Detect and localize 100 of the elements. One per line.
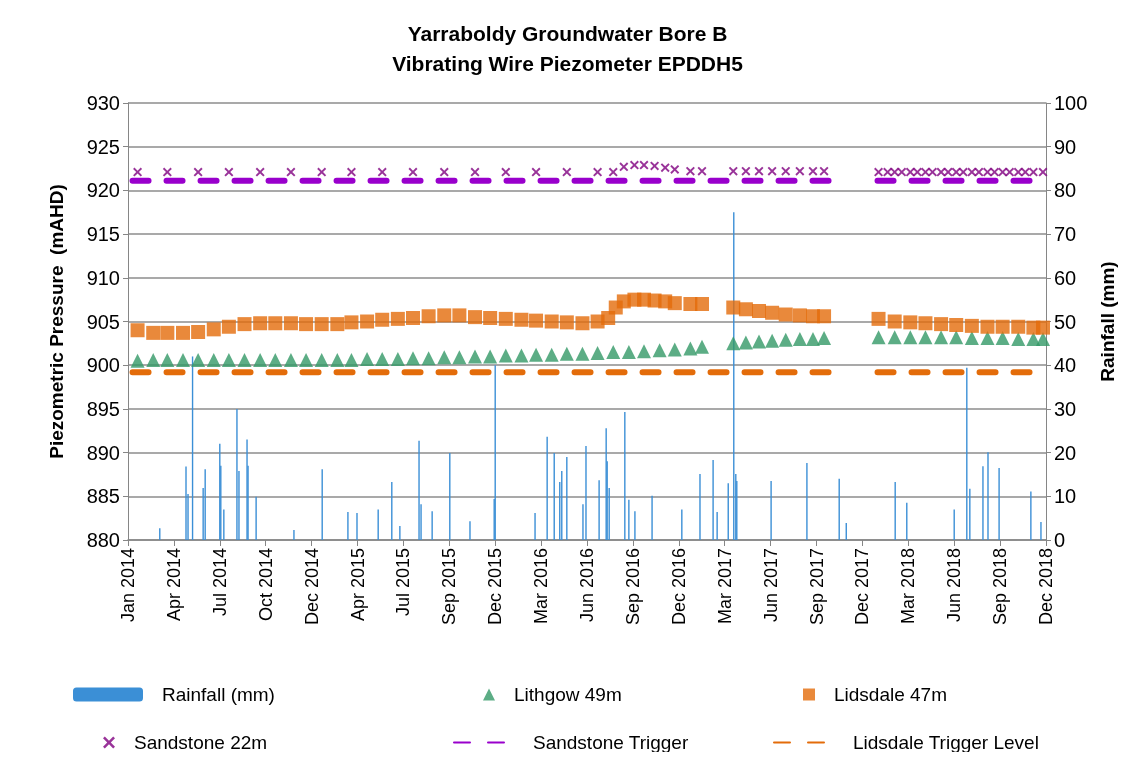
point [498, 348, 513, 363]
point [738, 335, 753, 350]
point [792, 331, 807, 346]
y2-tick-label: 30 [1054, 397, 1077, 420]
x-tick-label: Mar 2017 [714, 548, 735, 625]
y2-tick-label: 60 [1054, 266, 1077, 289]
point [299, 352, 314, 367]
point [934, 330, 949, 345]
point [1011, 331, 1026, 346]
point [377, 167, 387, 177]
point [529, 347, 544, 362]
y-tick-label: 905 [86, 310, 120, 333]
point [726, 336, 741, 351]
point [575, 346, 590, 361]
point [501, 167, 511, 177]
point [637, 344, 651, 359]
legend-label: Sandstone 22m [134, 732, 268, 753]
y2-tick-label: 40 [1054, 354, 1077, 377]
point [1028, 167, 1038, 177]
point [160, 352, 175, 367]
point [1038, 167, 1048, 177]
y-tick-label: 915 [86, 223, 120, 246]
y2-tick-label: 70 [1054, 223, 1077, 246]
x-tick-label: Jan 2014 [118, 548, 138, 623]
point [974, 167, 984, 177]
point [808, 166, 818, 176]
point [330, 352, 345, 367]
point [408, 167, 418, 177]
point [590, 345, 605, 360]
point [949, 330, 964, 345]
point [652, 343, 667, 358]
point [283, 352, 298, 367]
x-tick-label: Dec 2014 [301, 548, 322, 626]
point [193, 167, 203, 177]
x-tick-label: Oct 2014 [255, 548, 276, 622]
point [544, 347, 559, 362]
x-tick-label: Apr 2015 [347, 548, 368, 622]
point [964, 331, 979, 346]
point [175, 352, 190, 367]
point [778, 332, 793, 347]
x-tick-label: Jun 2017 [760, 548, 781, 623]
point [752, 334, 766, 349]
y-tick-label: 885 [86, 485, 120, 508]
point [437, 350, 452, 365]
y-tick-label: 925 [86, 135, 120, 158]
x-tick-label: Sep 2017 [806, 548, 827, 626]
point [286, 167, 296, 177]
point [660, 163, 670, 173]
point [1005, 167, 1015, 177]
x-tick-label: Jul 2014 [209, 548, 230, 617]
point [650, 161, 660, 171]
x-tick-label: Dec 2016 [668, 548, 689, 626]
point [995, 331, 1010, 346]
point [781, 166, 791, 176]
point [606, 345, 621, 360]
y-axis-title: Piezometric Pressure (mAHD) [46, 184, 67, 459]
point [221, 352, 236, 367]
y2-tick-label: 0 [1054, 529, 1066, 551]
point [237, 352, 252, 367]
y-tick-label: 895 [86, 397, 120, 420]
point [405, 351, 420, 366]
chart-title: Yarraboldy Groundwater Bore B [407, 22, 728, 45]
point [887, 330, 902, 345]
point [897, 167, 907, 177]
point [375, 352, 390, 367]
point [514, 348, 529, 363]
x-tick-label: Mar 2018 [898, 548, 919, 625]
y2-axis-title: Rainfall (mm) [1097, 261, 1119, 382]
point [795, 166, 805, 176]
point [805, 331, 820, 346]
point [619, 162, 629, 172]
point [253, 352, 268, 367]
y-tick-label: 890 [86, 441, 120, 464]
point [767, 166, 777, 176]
point [754, 166, 764, 176]
point [468, 349, 483, 364]
point [146, 352, 161, 367]
y2-tick-label: 50 [1054, 310, 1077, 333]
legend-label: Rainfall (mm) [162, 684, 275, 705]
x-tick-label: Dec 2015 [485, 548, 506, 626]
point [206, 352, 221, 367]
point [531, 167, 541, 177]
point [162, 167, 172, 177]
point [559, 346, 574, 361]
point [741, 166, 751, 176]
y-tick-label: 880 [86, 529, 120, 551]
point [819, 166, 829, 176]
point [639, 160, 649, 170]
point [562, 167, 572, 177]
point [980, 331, 995, 346]
point [695, 339, 709, 354]
y2-tick-label: 90 [1054, 135, 1077, 158]
point [871, 330, 886, 345]
point [255, 167, 265, 177]
point [191, 352, 206, 367]
chart-subtitle: Vibrating Wire Piezometer EPDDH5 [392, 52, 744, 75]
point [130, 353, 145, 368]
point [452, 350, 467, 365]
point [621, 345, 636, 360]
y2-tick-label: 20 [1054, 441, 1077, 464]
